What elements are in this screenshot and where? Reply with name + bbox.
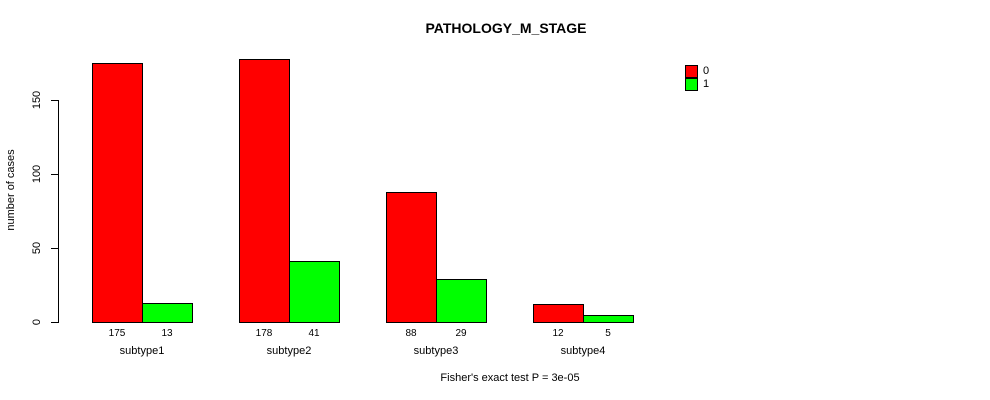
bar-value-label: 88 bbox=[405, 328, 417, 339]
bar-subtype1-1 bbox=[142, 303, 193, 323]
bar-value-label: 12 bbox=[552, 328, 564, 339]
bar-value-label: 175 bbox=[108, 328, 126, 339]
category-label-subtype2: subtype2 bbox=[266, 345, 312, 357]
bar-value-label: 178 bbox=[255, 328, 273, 339]
bar-value-label: 41 bbox=[308, 328, 320, 339]
legend-item-1: 1 bbox=[685, 78, 709, 91]
chart-title: PATHOLOGY_M_STAGE bbox=[425, 20, 587, 36]
legend-swatch-red bbox=[685, 65, 698, 78]
bar-value-label: 13 bbox=[161, 328, 173, 339]
y-axis-line bbox=[58, 100, 59, 323]
bar-subtype4-0 bbox=[533, 304, 584, 323]
y-tick bbox=[51, 248, 59, 249]
y-tick-label: 50 bbox=[31, 241, 43, 255]
caption-text: Fisher's exact test P = 3e-05 bbox=[440, 372, 580, 384]
legend-label-0: 0 bbox=[703, 65, 710, 77]
bar-subtype2-0 bbox=[239, 59, 290, 323]
y-tick-label: 0 bbox=[31, 318, 43, 326]
bar-subtype1-0 bbox=[92, 63, 143, 323]
category-label-subtype1: subtype1 bbox=[119, 345, 165, 357]
y-tick bbox=[51, 322, 59, 323]
y-tick bbox=[51, 100, 59, 101]
category-label-subtype4: subtype4 bbox=[560, 345, 606, 357]
legend-item-0: 0 bbox=[685, 65, 709, 78]
y-tick-label: 150 bbox=[31, 90, 43, 110]
bar-value-label: 29 bbox=[455, 328, 467, 339]
bar-subtype2-1 bbox=[289, 261, 340, 323]
y-axis-label: number of cases bbox=[5, 149, 17, 231]
y-tick bbox=[51, 174, 59, 175]
bar-value-label: 5 bbox=[605, 328, 611, 339]
y-tick-label: 100 bbox=[31, 164, 43, 184]
bar-subtype3-0 bbox=[386, 192, 437, 323]
legend: 0 1 bbox=[685, 65, 709, 91]
bar-subtype4-1 bbox=[583, 315, 634, 323]
legend-label-1: 1 bbox=[703, 78, 710, 90]
bar-subtype3-1 bbox=[436, 279, 487, 323]
legend-swatch-green bbox=[685, 78, 698, 91]
category-label-subtype3: subtype3 bbox=[413, 345, 459, 357]
